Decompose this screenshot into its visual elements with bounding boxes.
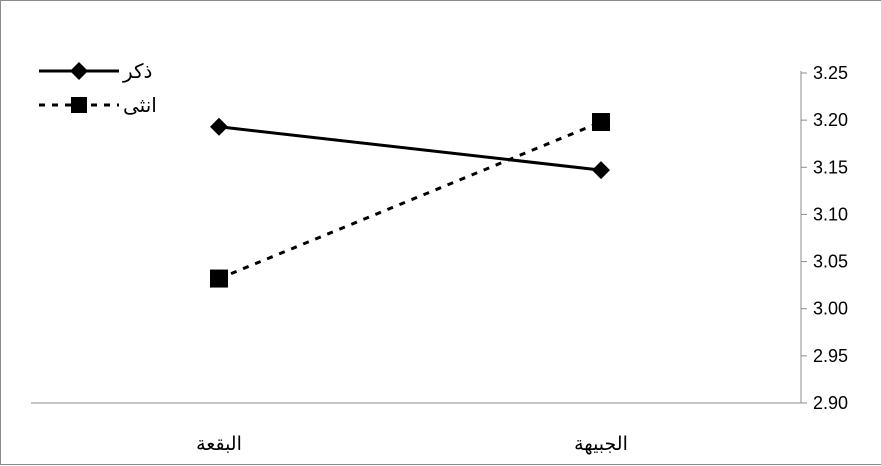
y-tick-label: 2.95 — [813, 346, 848, 366]
y-tick-label: 3.20 — [813, 110, 848, 130]
series-layer — [210, 113, 610, 288]
x-category-label: البقعة — [196, 434, 242, 455]
legend-item-1: انثى — [39, 95, 157, 117]
series-line — [218, 125, 602, 172]
legend-swatch-marker — [70, 62, 88, 80]
legend: ذكر انثى — [39, 61, 157, 117]
data-point — [592, 161, 610, 180]
x-category-label: الجبيهة — [574, 434, 628, 455]
y-tick-label: 3.15 — [813, 157, 848, 177]
y-tick-label: 2.90 — [813, 393, 848, 413]
legend-swatch-marker — [71, 97, 87, 113]
y-tick-label: 3.25 — [813, 63, 848, 83]
legend-label: انثى — [123, 95, 157, 117]
legend-label: ذكر — [122, 61, 152, 83]
y-tick-label: 3.10 — [813, 204, 848, 224]
legend-item-0: ذكر — [39, 61, 152, 83]
data-point — [210, 117, 228, 136]
y-tick-label: 3.05 — [813, 252, 848, 272]
y-tick-label: 3.00 — [813, 299, 848, 319]
series-0 — [210, 117, 610, 180]
axes: 3.25 3.20 3.15 3.10 3.05 3.00 2.95 2.90 البقعة ال… — [31, 63, 848, 455]
data-point — [210, 269, 228, 288]
series-1 — [210, 113, 610, 288]
data-point — [592, 113, 610, 132]
series-line — [218, 120, 602, 280]
